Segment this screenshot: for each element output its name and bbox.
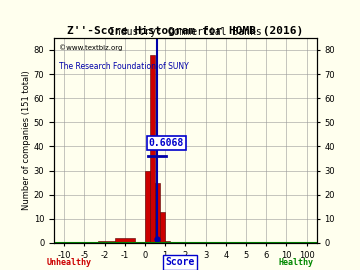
Text: The Research Foundation of SUNY: The Research Foundation of SUNY <box>59 62 189 72</box>
Text: 0.6068: 0.6068 <box>149 139 184 148</box>
Bar <box>145 171 150 243</box>
Bar <box>160 212 165 243</box>
Bar <box>150 55 155 243</box>
Y-axis label: Number of companies (151 total): Number of companies (151 total) <box>22 70 31 210</box>
Text: ©www.textbiz.org: ©www.textbiz.org <box>59 44 123 51</box>
Bar <box>165 241 170 243</box>
Text: Score: Score <box>165 257 195 267</box>
Text: Unhealthy: Unhealthy <box>47 258 92 267</box>
Text: Industry: Commercial Banks: Industry: Commercial Banks <box>109 27 262 37</box>
Text: Healthy: Healthy <box>278 258 313 267</box>
Title: Z''-Score Histogram for HOMB (2016): Z''-Score Histogram for HOMB (2016) <box>67 26 303 36</box>
Bar <box>155 183 160 243</box>
Bar <box>98 241 114 243</box>
Bar <box>114 238 135 243</box>
